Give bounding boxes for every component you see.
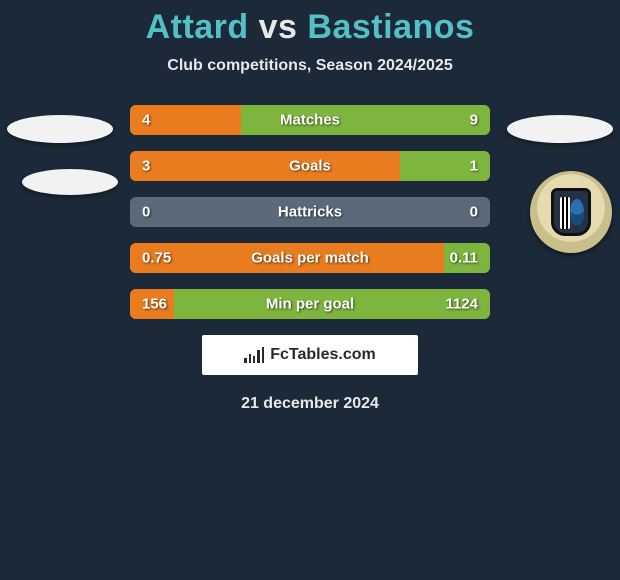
player1-name: Attard — [146, 8, 249, 46]
stat-label: Matches — [280, 112, 340, 129]
stat-label: Hattricks — [278, 204, 342, 221]
stat-row: 4 9 Matches — [130, 105, 490, 135]
stat-value-right: 9 — [470, 112, 478, 129]
stat-label: Goals — [289, 158, 331, 175]
stat-label: Min per goal — [266, 296, 354, 313]
crest-shield-icon — [551, 188, 591, 236]
stat-value-left: 4 — [142, 112, 150, 129]
stat-row: 0.75 0.11 Goals per match — [130, 243, 490, 273]
stat-row: 156 1124 Min per goal — [130, 289, 490, 319]
date-label: 21 december 2024 — [0, 395, 620, 413]
player2-name: Bastianos — [307, 8, 474, 46]
player2-badge-1 — [507, 115, 613, 143]
stat-value-left: 3 — [142, 158, 150, 175]
player2-club-crest — [530, 171, 612, 253]
stat-value-left: 0 — [142, 204, 150, 221]
stat-value-left: 156 — [142, 296, 167, 313]
player1-badge-1 — [7, 115, 113, 143]
stat-value-right: 0.11 — [450, 250, 478, 267]
vs-label: vs — [259, 8, 298, 46]
comparison-title: Attard vs Bastianos — [0, 0, 620, 47]
player1-badge-2 — [22, 169, 118, 195]
brand-chart-icon — [244, 347, 264, 363]
stat-label: Goals per match — [251, 250, 369, 267]
stat-row: 3 1 Goals — [130, 151, 490, 181]
stats-area: 4 9 Matches 3 1 Goals 0 0 Hattricks 0.75 0.11 Goals… — [0, 105, 620, 319]
subtitle: Club competitions, Season 2024/2025 — [0, 57, 620, 75]
brand-box: FcTables.com — [202, 335, 418, 375]
stat-value-left: 0.75 — [142, 250, 171, 267]
stat-bars: 4 9 Matches 3 1 Goals 0 0 Hattricks 0.75 0.11 Goals… — [130, 105, 490, 319]
brand-text: FcTables.com — [270, 346, 376, 364]
stat-value-right: 1 — [470, 158, 478, 175]
stat-value-right: 1124 — [445, 296, 478, 313]
bar-fill-left — [130, 151, 400, 181]
stat-row: 0 0 Hattricks — [130, 197, 490, 227]
bar-fill-right — [241, 105, 490, 135]
stat-value-right: 0 — [470, 204, 478, 221]
